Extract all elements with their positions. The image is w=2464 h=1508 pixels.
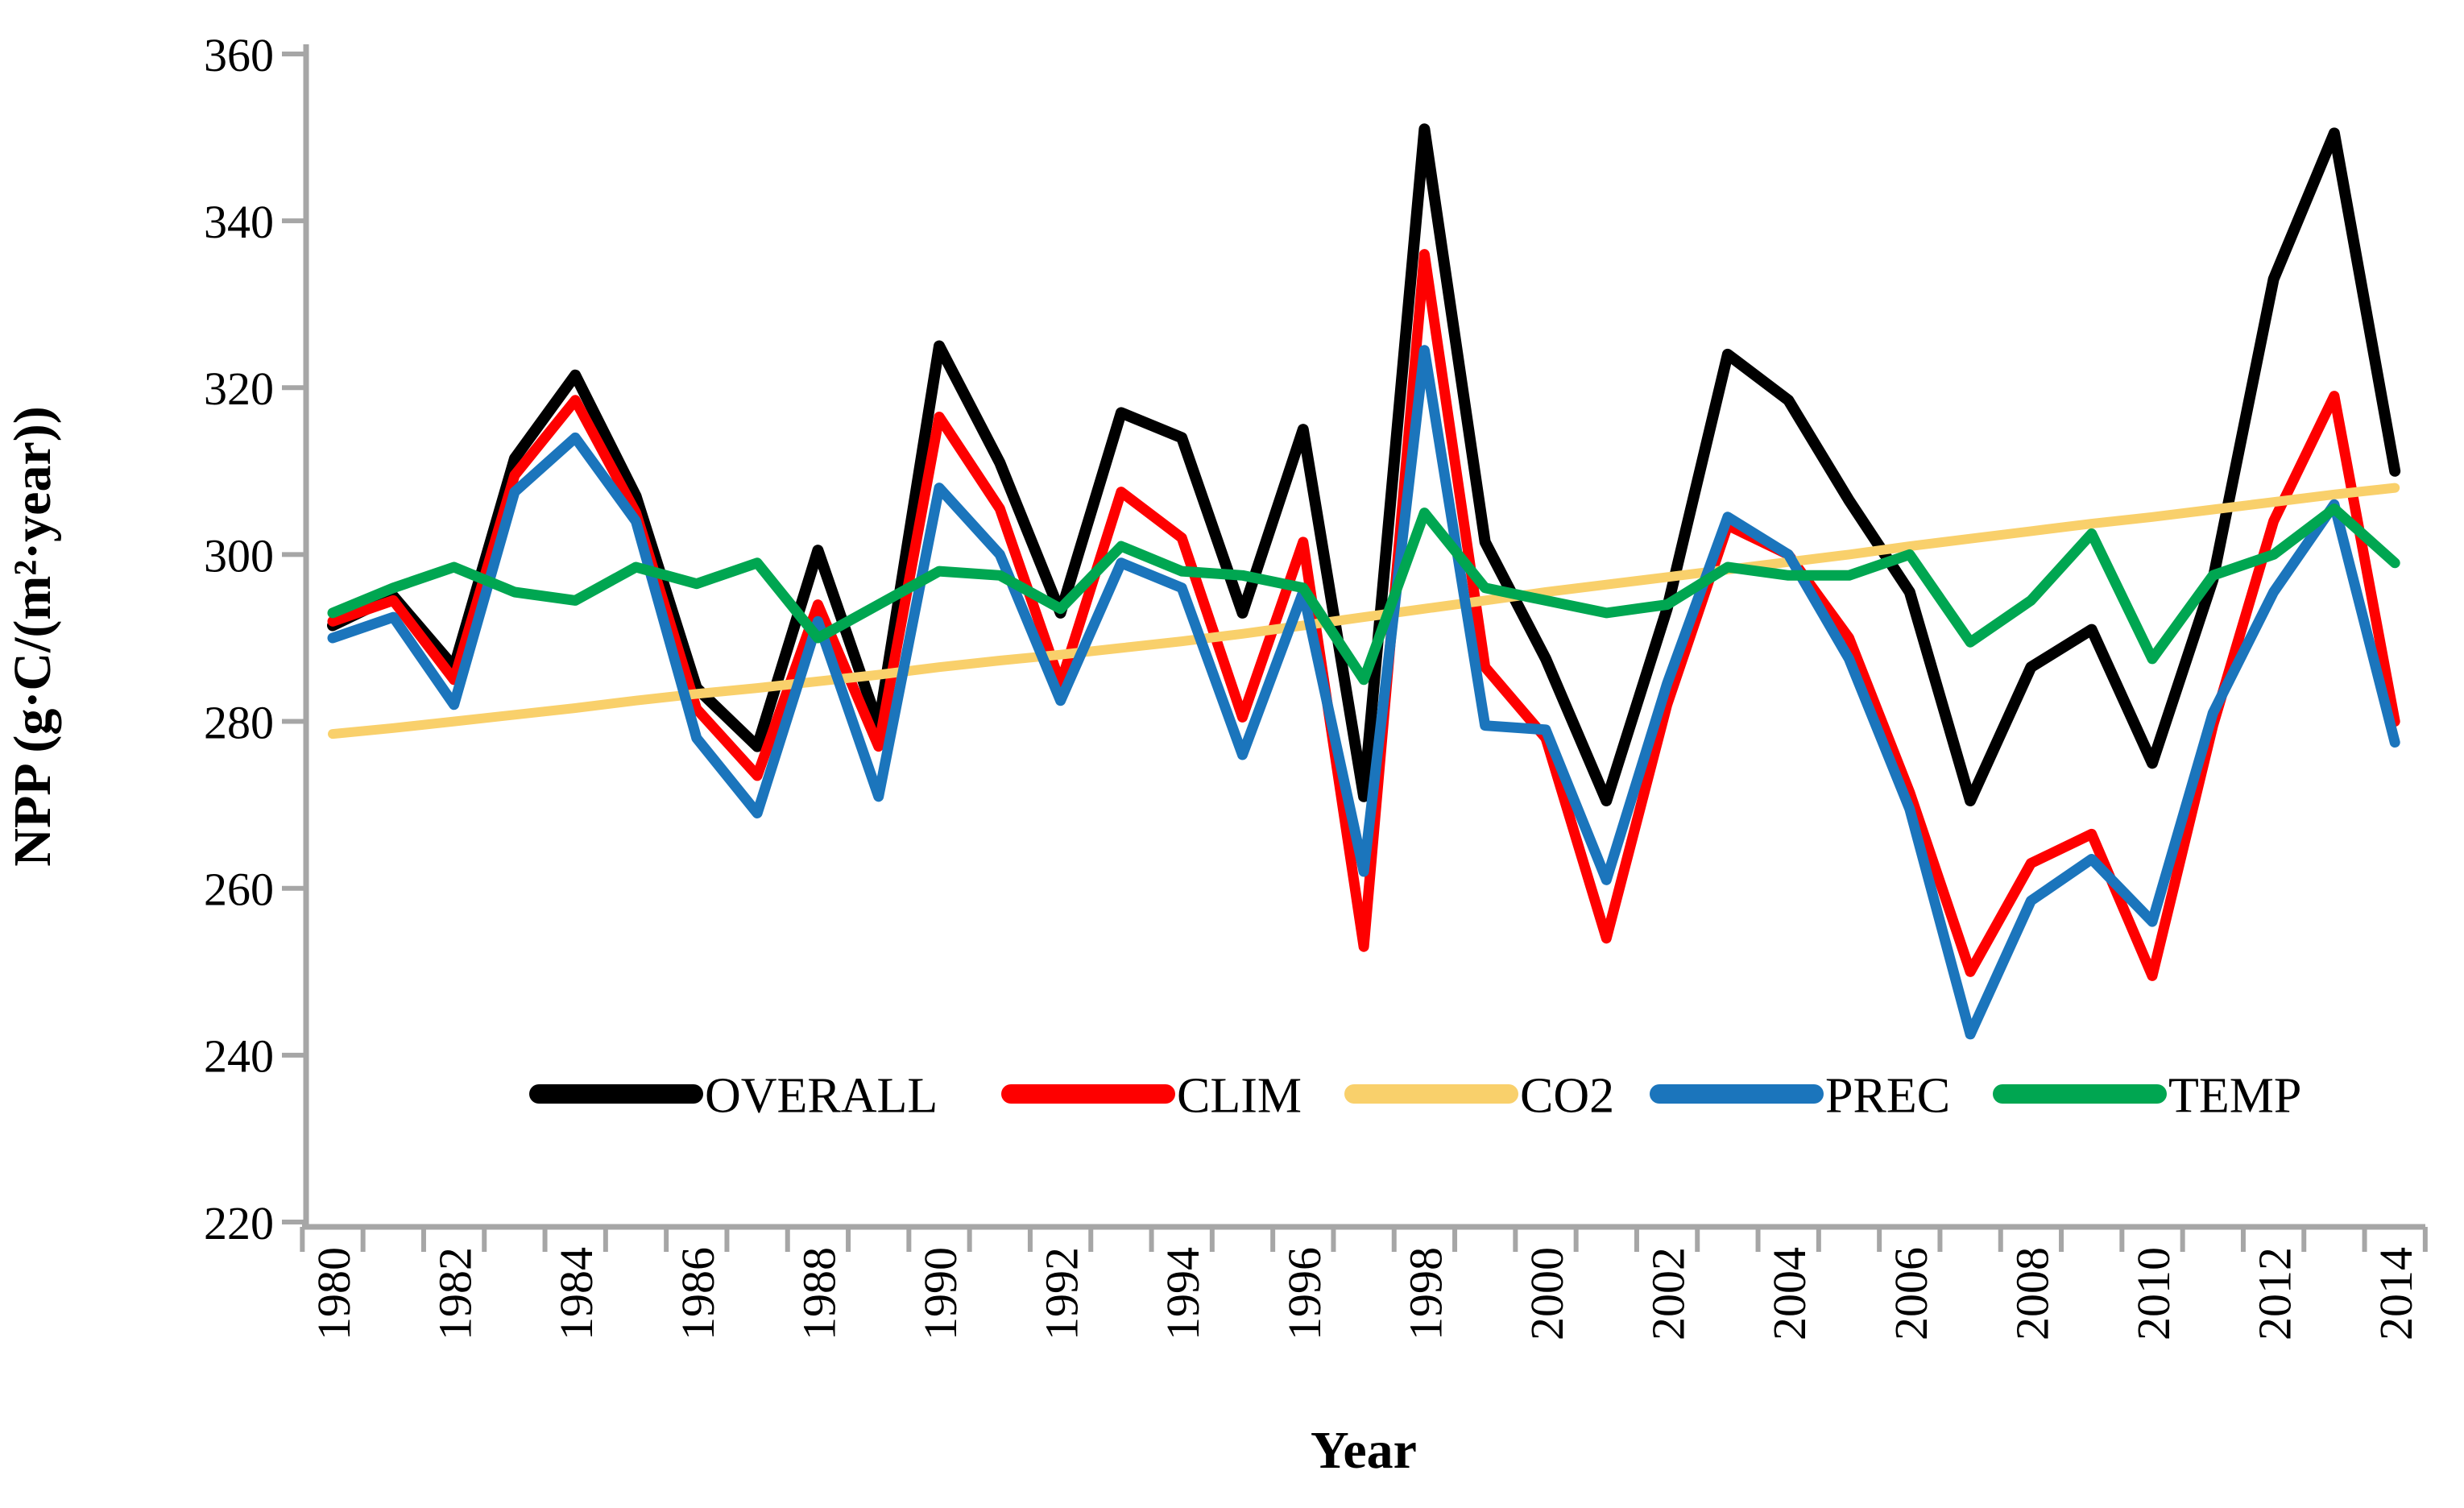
x-tick-label: 1984	[550, 1247, 603, 1340]
x-tick-label: 2004	[1763, 1247, 1816, 1340]
legend-item-clim: CLIM	[1001, 1068, 1302, 1123]
legend-label: CLIM	[1177, 1068, 1302, 1123]
x-tick-label: 1988	[793, 1247, 845, 1340]
x-tick-label: 1980	[308, 1247, 360, 1340]
x-tick-label: 1998	[1399, 1247, 1451, 1340]
x-tick-label: 2000	[1521, 1247, 1573, 1340]
data-series-lines	[327, 123, 2401, 1040]
x-tick-label: 1996	[1278, 1247, 1331, 1340]
x-tick-label: 2012	[2249, 1247, 2301, 1340]
legend-item-overall: OVERALL	[529, 1068, 938, 1123]
legend-item-prec: PREC	[1650, 1068, 1950, 1123]
x-axis-ticks	[300, 1227, 2428, 1252]
y-tick-label: 220	[204, 1197, 274, 1249]
y-tick-label: 240	[204, 1030, 274, 1083]
x-tick-label: 2006	[1885, 1247, 1937, 1340]
legend-label: TEMP	[2168, 1068, 2301, 1123]
legend-item-temp: TEMP	[1993, 1068, 2301, 1123]
x-tick-label: 2002	[1642, 1247, 1695, 1340]
y-axis-labels: 220 240 260 280 300 320 340 360	[204, 29, 274, 1249]
legend-item-co2: CO2	[1344, 1068, 1614, 1123]
y-tick-label: 340	[204, 196, 274, 248]
legend-label: PREC	[1825, 1068, 1950, 1123]
y-axis-ticks	[282, 52, 306, 1224]
series-line-clim	[327, 249, 2400, 981]
x-axis-labels: 1980 1982 1984 1986 1988 1990 1992 1994 1996 1998…	[308, 1247, 2422, 1340]
legend-label: CO2	[1520, 1068, 1614, 1123]
y-tick-label: 320	[204, 362, 274, 415]
y-tick-label: 300	[204, 529, 274, 582]
x-axis-title: Year	[1311, 1421, 1417, 1480]
chart-legend: OVERALL CLIM CO2 PREC TEMP	[529, 1068, 2301, 1123]
series-line-temp	[327, 503, 2400, 686]
y-tick-label: 360	[204, 29, 274, 81]
y-tick-label: 280	[204, 696, 274, 748]
series-line-co2	[328, 483, 2400, 740]
x-tick-label: 1982	[429, 1247, 482, 1340]
x-tick-label: 2014	[2370, 1247, 2422, 1340]
x-tick-label: 2008	[2006, 1247, 2058, 1340]
series-line-prec	[327, 345, 2400, 1040]
y-axis-title: NPP (g·C/(m²·year))	[3, 406, 62, 866]
x-tick-label: 1994	[1157, 1247, 1209, 1340]
x-tick-label: 1990	[914, 1247, 967, 1340]
x-tick-label: 2010	[2127, 1247, 2180, 1340]
x-tick-label: 1986	[672, 1247, 724, 1340]
legend-label: OVERALL	[705, 1068, 938, 1123]
y-tick-label: 260	[204, 864, 274, 916]
series-line-overall	[327, 123, 2401, 806]
x-tick-label: 1992	[1036, 1247, 1088, 1340]
